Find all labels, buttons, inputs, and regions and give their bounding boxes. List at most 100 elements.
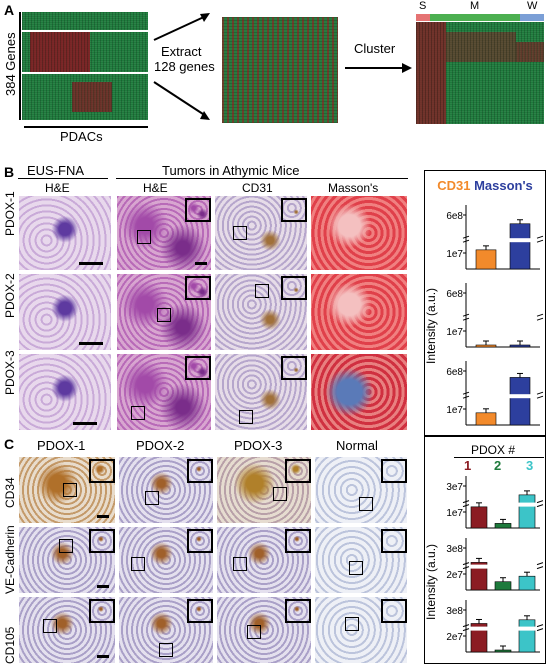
zoom-box	[137, 230, 151, 244]
row-label-cd34: CD34	[3, 477, 17, 508]
micrograph-c-pdox2-cd105	[118, 596, 214, 664]
axis-break	[536, 395, 544, 399]
legend-cd31: CD31	[437, 178, 471, 193]
micrograph-c-normal-ve-cadherin	[314, 526, 408, 594]
group-underline-eus-fna	[18, 178, 108, 179]
zoom-box	[239, 410, 253, 424]
zoom-box	[233, 226, 247, 240]
zoom-inset	[89, 529, 115, 553]
chart-b-subplot-3: 1e7 6e8	[446, 361, 544, 426]
zoom-inset	[187, 529, 213, 553]
zoom-inset	[281, 276, 307, 300]
micrograph-c-pdox2-cd34	[118, 456, 214, 524]
tick-label-low: 2e7	[446, 632, 463, 643]
tick-label-high: 3e8	[446, 606, 463, 617]
axis-break	[462, 239, 470, 243]
zoom-inset	[185, 356, 211, 380]
zoom-box	[359, 497, 373, 511]
panel-label-b: B	[4, 164, 15, 180]
axis-break	[462, 235, 470, 239]
legend-pdox-2: 2	[494, 458, 502, 473]
axis-break	[462, 504, 470, 508]
tick-label-high: 6e8	[446, 367, 463, 378]
row-label-pdox-2: PDOX-2	[3, 273, 17, 318]
clustered-heatmap-red-block	[416, 22, 446, 124]
axis-break	[536, 317, 544, 321]
axis-break	[536, 628, 544, 632]
micrograph-c-normal-cd34	[314, 456, 408, 524]
axis-break	[536, 313, 544, 317]
group-underline-tumors	[116, 178, 408, 179]
bar-break	[518, 626, 536, 631]
pdacs-label: PDACs	[60, 129, 103, 144]
axis-break	[536, 504, 544, 508]
bar	[494, 581, 512, 591]
chart-b-subplot-2: 1e7 6e8	[446, 283, 544, 348]
micrograph-c-pdox3-cd105	[216, 596, 312, 664]
chart-c-subplot-2: 2e7 3e8	[446, 538, 544, 591]
zoom-inset	[89, 599, 115, 623]
chart-b-frame	[424, 170, 546, 436]
bar	[494, 523, 512, 529]
row-label-cd105: CD105	[3, 626, 17, 664]
chart-c-legend-underline	[454, 457, 544, 458]
column-header-c-pdox-2: PDOX-2	[136, 438, 185, 453]
zoom-box	[273, 487, 287, 501]
chart-b-subplot-1: 1e7 6e8	[446, 205, 544, 270]
bar	[518, 619, 536, 653]
panel-label-c: C	[4, 436, 15, 452]
zoom-box	[131, 557, 145, 571]
bar	[509, 223, 531, 270]
micrograph-c-pdox3-cd34	[216, 456, 312, 524]
bar	[475, 412, 497, 426]
row-label-pdox-3: PDOX-3	[3, 350, 17, 395]
scale-bar	[97, 585, 109, 588]
scale-bar	[97, 655, 109, 658]
legend-pdox-1: 1	[464, 458, 472, 473]
axis-break	[536, 235, 544, 239]
chart-c-legend-title: PDOX #	[471, 443, 516, 457]
cluster-bar-w	[520, 14, 544, 21]
zoom-box	[247, 625, 261, 639]
zoom-box	[255, 284, 269, 298]
chart-b-legend: CD31 Masson's	[426, 178, 544, 193]
tick-label-low: 2e7	[446, 570, 463, 581]
micrograph-pdox2-fna-he	[18, 273, 112, 351]
gene-divider	[22, 30, 148, 32]
zoom-inset	[285, 599, 311, 623]
zoom-box	[233, 557, 247, 571]
micrograph-c-pdox1-cd105	[18, 596, 116, 664]
zoom-box	[157, 308, 171, 322]
chart-c-ylabel: Intensity (a.u.)	[424, 543, 438, 620]
row-label-ve-cadherin: VE-Cadherin	[3, 525, 17, 594]
bar-break	[509, 394, 531, 399]
micrograph-c-normal-cd105	[314, 596, 408, 664]
micrograph-pdox3-fna-he	[18, 353, 112, 431]
scale-bar	[79, 262, 103, 265]
group-header-eus-fna: EUS-FNA	[27, 163, 85, 178]
legend-massons: Masson's	[474, 178, 533, 193]
axis-break	[536, 566, 544, 570]
panel-label-a: A	[4, 2, 15, 18]
micrograph-c-pdox1-cd34	[18, 456, 116, 524]
cluster-arrow	[345, 63, 412, 73]
cluster-label: Cluster	[354, 41, 396, 56]
extract-label-line1: Extract	[161, 44, 202, 59]
axis-break	[462, 562, 470, 566]
bar-break	[470, 626, 488, 631]
tick-label-low: 1e7	[446, 508, 463, 519]
column-header-c-normal: Normal	[336, 438, 378, 453]
zoom-box	[345, 617, 359, 631]
bar	[509, 344, 531, 348]
micrograph-c-pdox1-ve-cadherin	[18, 526, 116, 594]
zoom-inset	[185, 276, 211, 300]
column-header-cd31: CD31	[242, 181, 273, 195]
legend-pdox-3: 3	[526, 458, 534, 473]
micrograph-pdox1-fna-he	[18, 195, 112, 271]
micrograph-pdox1-massons	[310, 195, 408, 271]
cluster-label-m: M	[470, 0, 480, 12]
bar	[475, 344, 497, 348]
axis-break	[536, 391, 544, 395]
cluster-label-w: W	[527, 0, 538, 12]
bar	[470, 506, 488, 529]
